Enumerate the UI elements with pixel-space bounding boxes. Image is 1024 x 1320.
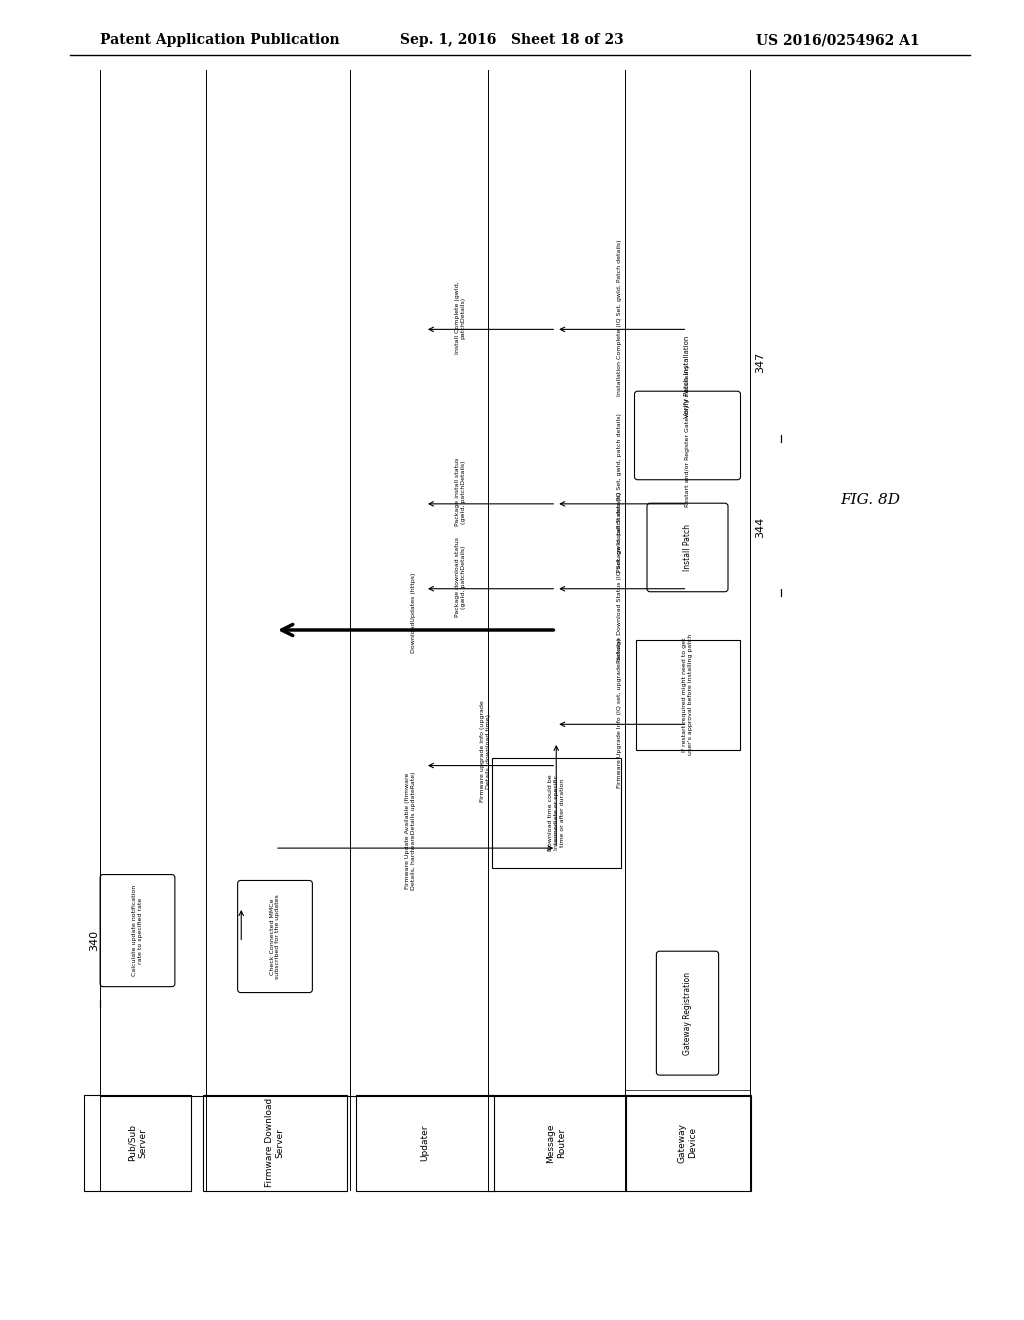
Text: 347: 347: [755, 352, 765, 374]
Text: Calculate update notification
rate to specified rate: Calculate update notification rate to sp…: [132, 884, 143, 977]
Text: Firmware Update Available (firmware
Details, hardwareDetails updateRate): Firmware Update Available (firmware Deta…: [404, 771, 416, 890]
Text: Message
Router: Message Router: [547, 1123, 566, 1163]
Text: Package install status
(gwId, patchDetails): Package install status (gwId, patchDetai…: [455, 458, 466, 527]
Text: Firmware upgrade info (upgrade
Details, download time): Firmware upgrade info (upgrade Details, …: [480, 701, 490, 803]
Text: Installation Complete (IQ Set, gwId, Patch details): Installation Complete (IQ Set, gwId, Pat…: [616, 239, 622, 396]
Text: If restart required might need to get
user's approval before installing patch: If restart required might need to get us…: [682, 634, 693, 755]
Text: 344: 344: [755, 517, 765, 539]
FancyBboxPatch shape: [656, 952, 719, 1074]
FancyBboxPatch shape: [355, 1094, 495, 1191]
Text: DownloadUpdates (https): DownloadUpdates (https): [411, 572, 416, 652]
Text: Check Connected MMCe
subscribed for the updates: Check Connected MMCe subscribed for the …: [269, 894, 281, 979]
Text: Gateway
Device: Gateway Device: [678, 1123, 697, 1163]
Text: Package download status
(gwId, patchDetails): Package download status (gwId, patchDeta…: [455, 537, 466, 616]
FancyBboxPatch shape: [492, 758, 621, 867]
FancyBboxPatch shape: [647, 503, 728, 591]
Text: Pub/Sub
Server: Pub/Sub Server: [128, 1125, 147, 1162]
Text: Package Install Status (IQ Set, gwId, patch details): Package Install Status (IQ Set, gwId, pa…: [616, 413, 622, 572]
FancyBboxPatch shape: [203, 1094, 347, 1191]
FancyBboxPatch shape: [635, 391, 740, 479]
Text: Verify Patch Installation: Verify Patch Installation: [684, 335, 690, 417]
Text: 340: 340: [89, 929, 98, 950]
Text: Download time could be
Intermediate or specific
time or after duration: Download time could be Intermediate or s…: [548, 775, 564, 851]
Text: Patent Application Publication: Patent Application Publication: [100, 33, 340, 48]
Text: US 2016/0254962 A1: US 2016/0254962 A1: [757, 33, 920, 48]
Text: FIG. 8D: FIG. 8D: [840, 492, 900, 507]
Text: Firmware Download
Server: Firmware Download Server: [265, 1098, 285, 1188]
FancyBboxPatch shape: [84, 1094, 191, 1191]
Text: Package Download Status (IQ Set, gwId, patch details): Package Download Status (IQ Set, gwId, p…: [616, 491, 622, 663]
FancyBboxPatch shape: [636, 640, 739, 750]
Text: Restart and/or Register Gateway if necessary: Restart and/or Register Gateway if neces…: [685, 364, 690, 507]
FancyBboxPatch shape: [100, 875, 175, 986]
FancyBboxPatch shape: [625, 1094, 751, 1191]
Text: Gateway Registration: Gateway Registration: [683, 972, 692, 1055]
Text: Firmware Upgrade Info (IQ set, upgrade details): Firmware Upgrade Info (IQ set, upgrade d…: [616, 638, 622, 788]
FancyBboxPatch shape: [238, 880, 312, 993]
Text: Install Complete (gwId,
patchDetails): Install Complete (gwId, patchDetails): [455, 281, 466, 354]
Text: Install Patch: Install Patch: [683, 524, 692, 572]
Text: Updater: Updater: [421, 1125, 429, 1162]
Text: Sep. 1, 2016   Sheet 18 of 23: Sep. 1, 2016 Sheet 18 of 23: [400, 33, 624, 48]
FancyBboxPatch shape: [487, 1094, 626, 1191]
